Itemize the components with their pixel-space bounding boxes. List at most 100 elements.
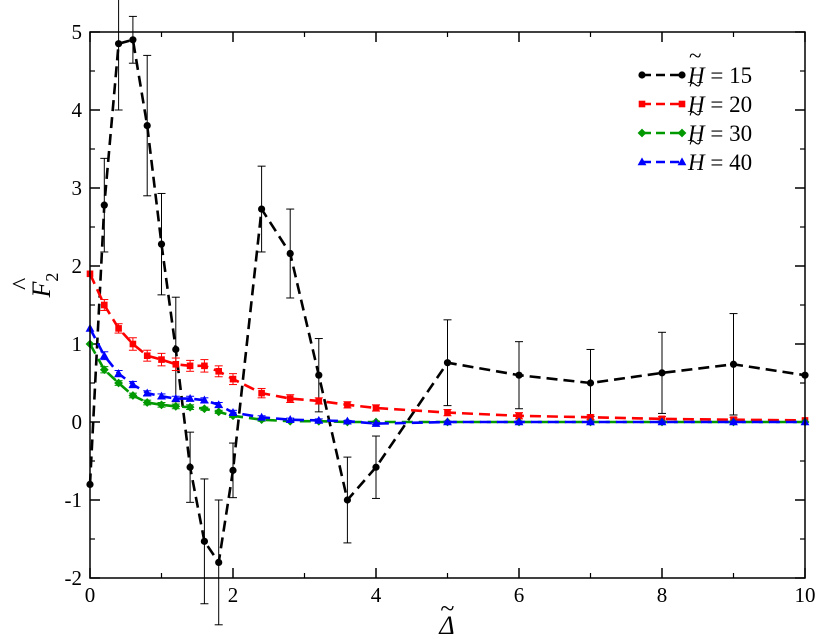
data-point bbox=[229, 466, 237, 474]
legend: ~H = 15~H = 20~H = 30~H = 40 bbox=[637, 43, 752, 175]
data-point bbox=[114, 369, 123, 377]
data-point bbox=[586, 379, 595, 387]
data-point bbox=[343, 416, 352, 425]
data-point bbox=[128, 379, 138, 388]
data-point bbox=[343, 496, 351, 504]
legend-tilde: ~ bbox=[689, 130, 701, 155]
legend-label-var: H bbox=[687, 150, 706, 175]
y-axis-title: F2 ^ bbox=[7, 273, 62, 299]
y-tick-label: 5 bbox=[72, 20, 83, 44]
data-point bbox=[658, 369, 666, 377]
data-point bbox=[185, 394, 195, 402]
data-point bbox=[215, 558, 223, 567]
data-point bbox=[142, 398, 152, 407]
legend-marker bbox=[637, 128, 647, 138]
data-point bbox=[214, 400, 224, 409]
data-point bbox=[258, 205, 266, 213]
series-layer bbox=[85, 0, 810, 626]
data-point bbox=[200, 404, 209, 414]
legend-label-value: = 20 bbox=[705, 92, 752, 117]
legend-marker bbox=[638, 71, 646, 79]
data-point bbox=[114, 378, 123, 388]
data-point bbox=[185, 402, 195, 412]
data-point bbox=[286, 249, 294, 258]
data-point bbox=[157, 400, 166, 410]
data-point bbox=[171, 394, 181, 402]
x-axis-title-text: Δ bbox=[438, 611, 454, 640]
data-point bbox=[157, 240, 166, 248]
data-point bbox=[372, 463, 380, 471]
data-point bbox=[158, 356, 165, 363]
legend-entry-2: ~H = 30 bbox=[637, 101, 752, 146]
data-point bbox=[172, 345, 180, 354]
series-line bbox=[88, 38, 806, 566]
y-tick-label: 0 bbox=[72, 410, 83, 434]
data-point bbox=[101, 301, 108, 309]
data-point bbox=[143, 122, 151, 130]
data-point bbox=[115, 40, 123, 48]
legend-label: H = 30 bbox=[687, 121, 752, 146]
legend-label-var: H bbox=[687, 121, 706, 146]
legend-entry-1: ~H = 20 bbox=[638, 72, 752, 117]
data-point bbox=[186, 463, 194, 471]
data-point bbox=[285, 415, 295, 423]
legend-label: H = 20 bbox=[687, 92, 752, 117]
data-point bbox=[186, 362, 194, 370]
x-tick-label: 6 bbox=[514, 583, 525, 607]
y-tick-label: 2 bbox=[72, 254, 83, 278]
legend-marker bbox=[677, 157, 687, 166]
data-point bbox=[142, 388, 152, 397]
data-point bbox=[286, 395, 294, 402]
data-point bbox=[172, 360, 180, 368]
y-tick-label: -2 bbox=[65, 566, 83, 590]
legend-marker bbox=[637, 157, 647, 166]
legend-marker bbox=[638, 100, 646, 108]
y-tick-label: -1 bbox=[65, 488, 83, 512]
legend-entry-0: ~H = 15 bbox=[638, 43, 752, 88]
data-point bbox=[729, 360, 738, 368]
data-point bbox=[371, 418, 381, 427]
series-line bbox=[88, 273, 806, 422]
legend-tilde: ~ bbox=[689, 72, 701, 97]
legend-label-value: = 40 bbox=[705, 150, 752, 175]
legend-entry-3: ~H = 40 bbox=[637, 130, 752, 175]
x-tick-label: 0 bbox=[85, 583, 96, 607]
data-point bbox=[157, 391, 166, 400]
legend-marker bbox=[677, 128, 687, 138]
data-point bbox=[315, 397, 323, 405]
data-point bbox=[515, 371, 523, 379]
x-tick-label: 10 bbox=[795, 583, 816, 607]
legend-tilde: ~ bbox=[689, 43, 701, 68]
series-0 bbox=[86, 0, 809, 626]
data-point bbox=[515, 412, 523, 420]
legend-label-value: = 15 bbox=[705, 63, 752, 88]
y-tick-label: 1 bbox=[72, 332, 83, 356]
data-point bbox=[257, 412, 266, 421]
data-point bbox=[444, 409, 451, 416]
data-point bbox=[729, 417, 738, 426]
data-point bbox=[586, 417, 595, 426]
legend-marker bbox=[678, 100, 686, 108]
data-point bbox=[315, 371, 323, 379]
data-point bbox=[129, 340, 137, 348]
data-point bbox=[143, 352, 151, 359]
data-point bbox=[100, 201, 108, 209]
y-tick-label: 3 bbox=[72, 176, 83, 200]
legend-tilde: ~ bbox=[689, 101, 701, 126]
data-point bbox=[215, 368, 222, 375]
data-point bbox=[258, 389, 265, 397]
data-point bbox=[587, 414, 594, 421]
x-axis-title: Δ ~ bbox=[438, 594, 454, 640]
legend-label: H = 40 bbox=[687, 150, 752, 175]
x-tick-label: 2 bbox=[228, 583, 239, 607]
data-point bbox=[372, 404, 380, 412]
data-point bbox=[200, 395, 209, 404]
data-point bbox=[201, 362, 208, 370]
y-axis-title-hat: ^ bbox=[7, 277, 36, 290]
data-point bbox=[514, 417, 524, 426]
legend-label-var: H bbox=[687, 63, 706, 88]
data-point bbox=[657, 417, 667, 426]
data-point bbox=[443, 359, 452, 367]
data-point bbox=[99, 365, 109, 375]
